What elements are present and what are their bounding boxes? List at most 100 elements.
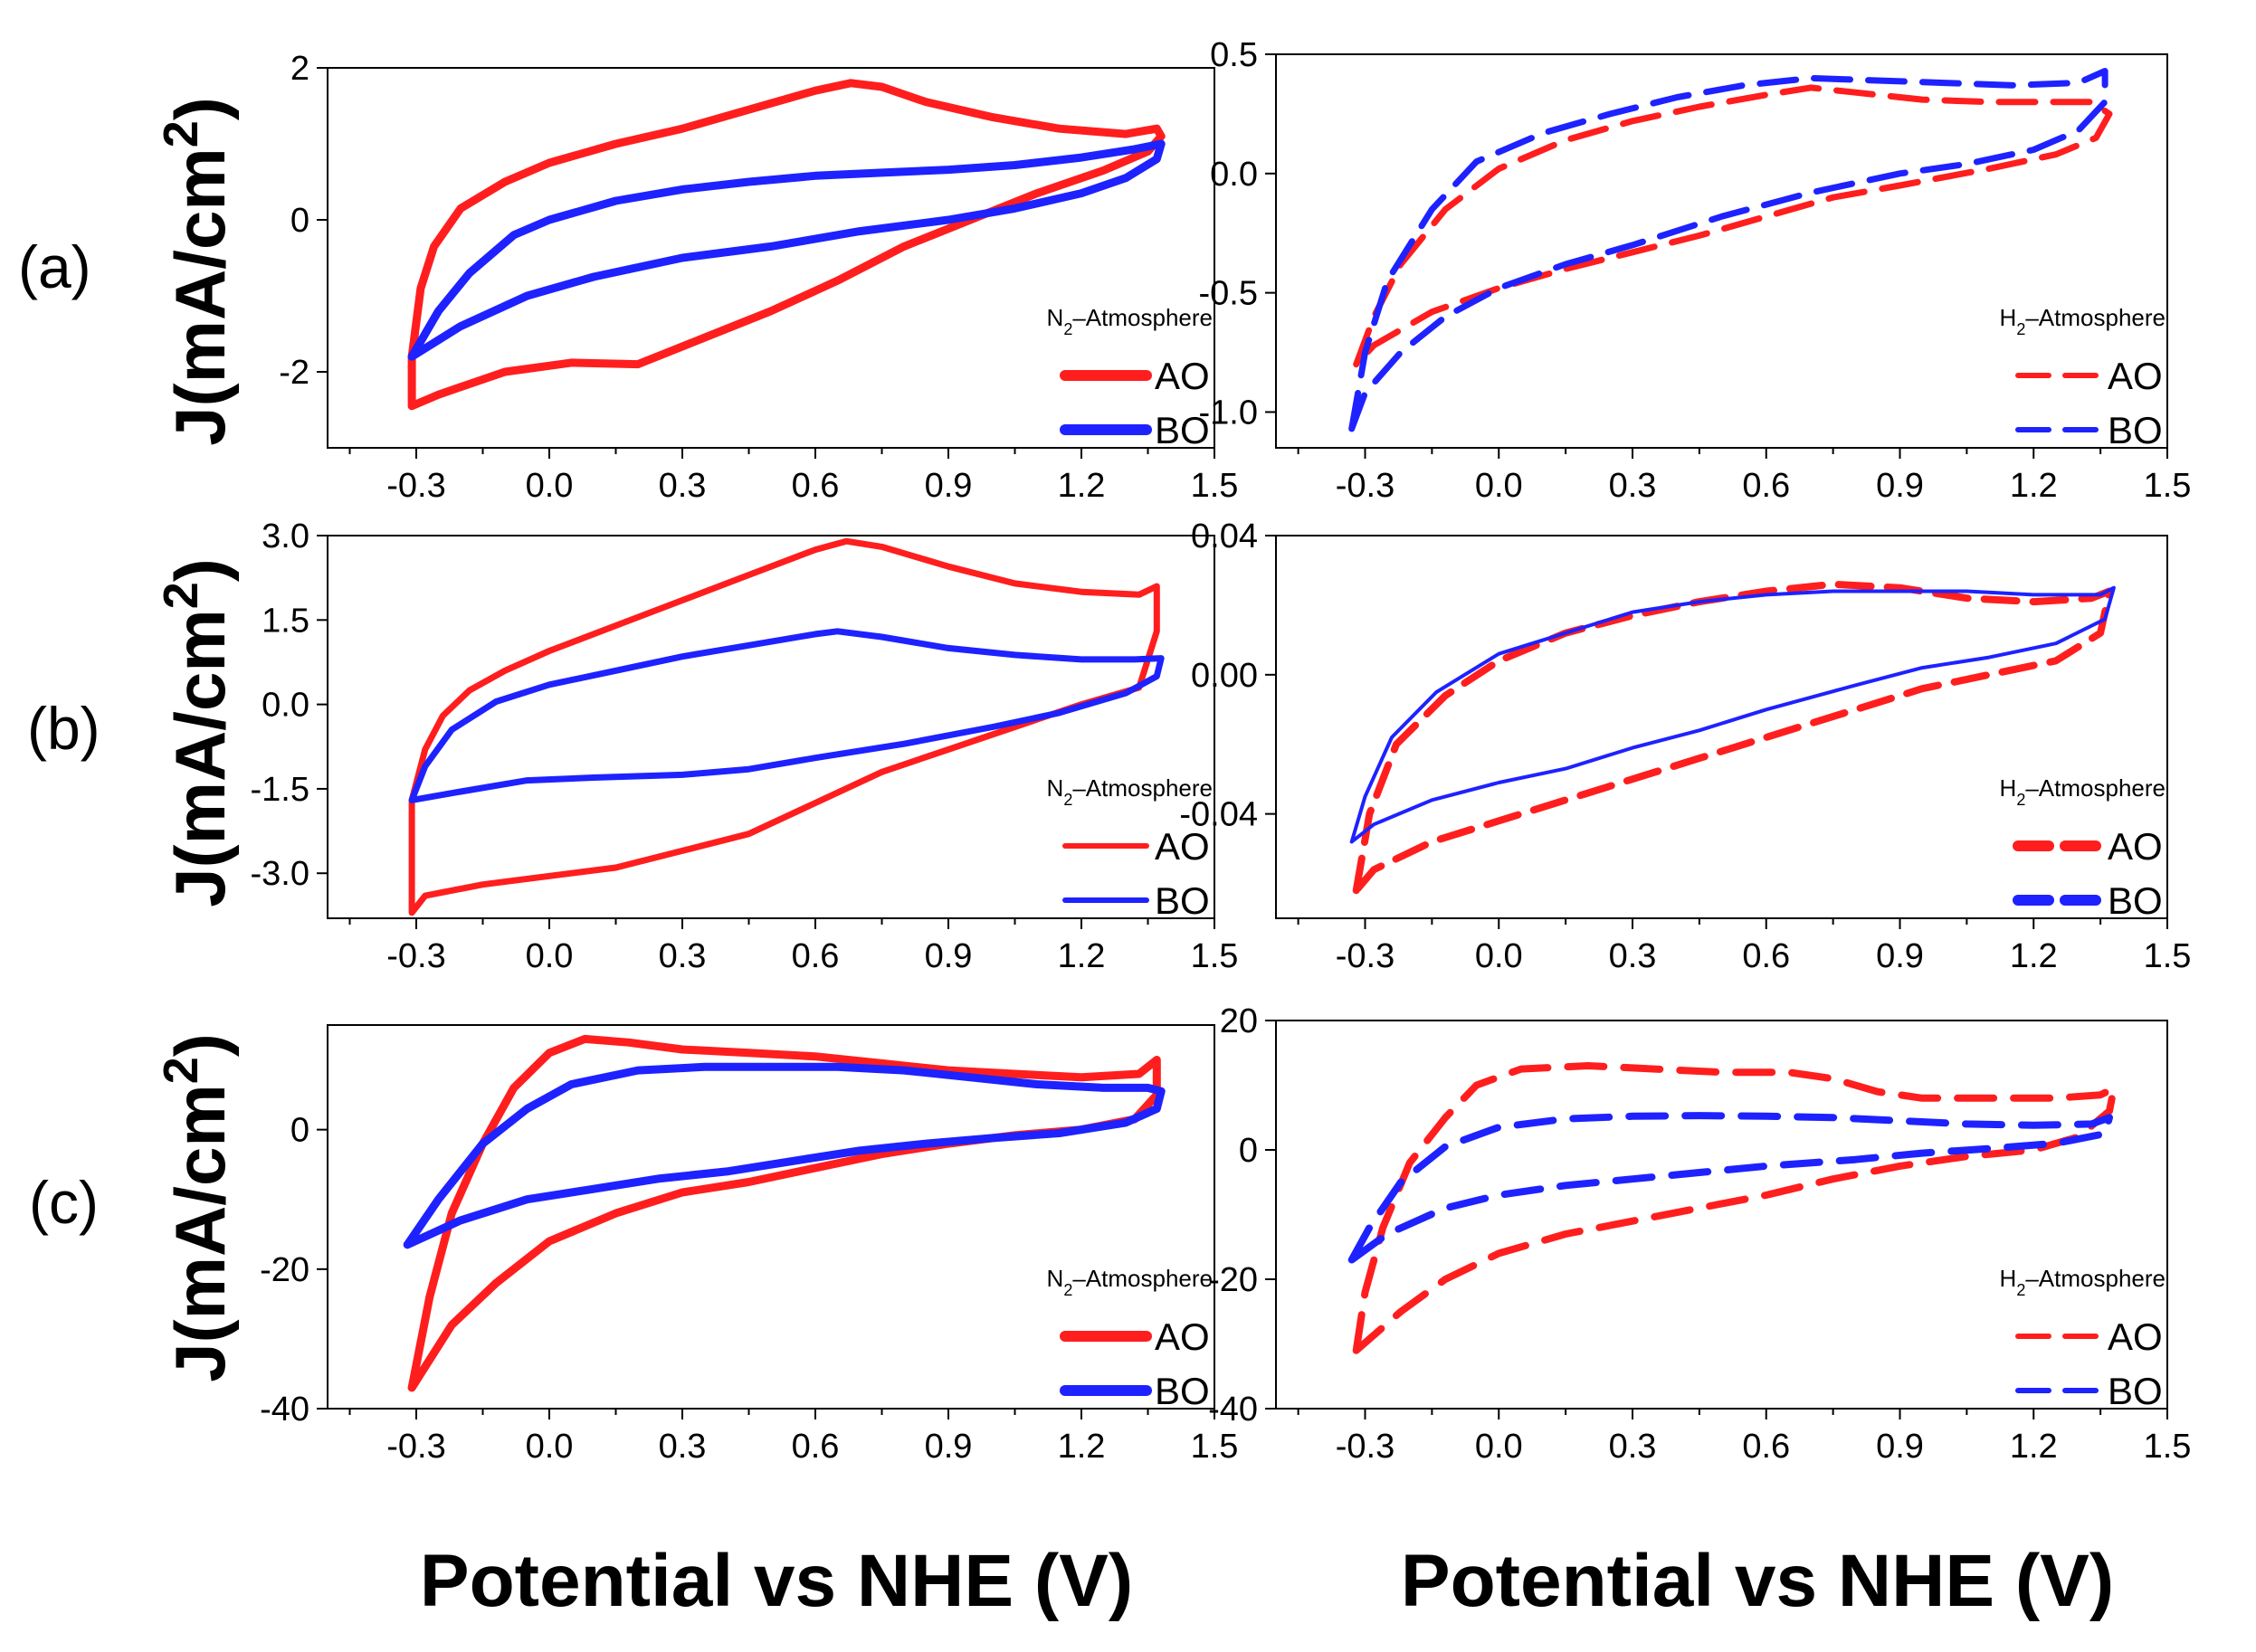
y-tick-label: -40: [1208, 1391, 1258, 1429]
legend-title-rest: –Atmosphere: [2025, 1265, 2166, 1292]
series-bo-curve: [408, 628, 1165, 803]
y-tick-label: -20: [260, 1251, 309, 1289]
x-tick-label: 0.6: [792, 937, 840, 975]
series-ao-curve: [408, 537, 1160, 916]
panel-c-left: -0.3 0.0 0.3 0.6 0.9 1.2 1.5 0 -20 -40 N2–Atmosphe…: [260, 1024, 1239, 1466]
legend-title-main: H: [2000, 1265, 2017, 1292]
legend: H2–Atmosphere AO BO: [2000, 304, 2166, 451]
legend-label-ao: AO: [1155, 1315, 1210, 1358]
legend-label-ao: AO: [2108, 825, 2163, 868]
x-tick-label: 1.2: [2010, 937, 2058, 975]
x-tick-label: 0.0: [1475, 937, 1523, 975]
legend-title-main: N: [1047, 304, 1064, 331]
legend-label-bo: BO: [1155, 879, 1210, 922]
legend-label-ao: AO: [2108, 355, 2163, 397]
x-tick-label: 0.3: [1609, 467, 1657, 505]
row-label-b: (b): [27, 695, 100, 762]
legend-label-bo: BO: [1155, 409, 1210, 451]
y-tick-label: -20: [1208, 1261, 1258, 1299]
y-tick-label: 0.04: [1191, 517, 1258, 555]
x-tick-label: 0.3: [659, 937, 707, 975]
plot-frame: [1275, 535, 2168, 919]
panel-c-right: -0.3 0.0 0.3 0.6 0.9 1.2 1.5 20 0 -20 -40 H2–Atmosp…: [1208, 1002, 2191, 1466]
series-ao-curve: [1353, 84, 2113, 368]
y-axis-label-a: J(mA/cm2): [154, 97, 240, 445]
x-tick-label: 1.5: [1191, 467, 1239, 505]
series-bo-curve: [403, 1062, 1166, 1249]
x-tick-label: 1.2: [2010, 1428, 2058, 1466]
ylabel-close: ): [160, 1033, 240, 1057]
y-tick-label: 0.0: [1210, 156, 1258, 194]
x-tick-label: 0.3: [1609, 937, 1657, 975]
y-tick-label: 0: [1239, 1132, 1258, 1170]
legend-title-sub: 2: [1063, 320, 1072, 338]
legend-label-ao: AO: [1155, 825, 1210, 868]
x-tick-label: 1.5: [2144, 937, 2192, 975]
x-axis-label-left: Potential vs NHE (V): [420, 1540, 1133, 1622]
x-tick-label: 0.6: [792, 1428, 840, 1466]
legend-label-bo: BO: [1155, 1370, 1210, 1412]
legend-title-sub: 2: [1063, 1281, 1072, 1299]
ylabel-sup: 2: [154, 582, 208, 609]
x-tick-label: -0.3: [386, 1428, 445, 1466]
x-axis-label-right: Potential vs NHE (V): [1401, 1540, 2114, 1622]
panel-a-left: -0.3 0.0 0.3 0.6 0.9 1.2 1.520-2N2–AtmosphereA…: [279, 50, 1238, 505]
plot-frame: [327, 535, 1215, 919]
series-bo-curve: [1348, 68, 2108, 432]
x-tick-label: 0.3: [659, 467, 707, 505]
legend-title: N2–Atmosphere: [1047, 774, 1213, 809]
legend-title-main: N: [1047, 1265, 1064, 1292]
series-bo-curve: [1349, 585, 2116, 844]
legend-label-ao: AO: [1155, 355, 1210, 397]
series-ao-curve: [407, 79, 1166, 411]
y-tick-label: 0.5: [1210, 36, 1258, 74]
y-axis-label-b: J(mA/cm2): [154, 558, 240, 907]
legend-title-rest: –Atmosphere: [1072, 1265, 1213, 1292]
plot-frame: [327, 67, 1215, 449]
ylabel-close: ): [160, 97, 240, 120]
x-tick-label: 0.9: [925, 1428, 973, 1466]
series-ao-curve: [407, 1034, 1161, 1392]
x-tick-label: 0.0: [526, 467, 574, 505]
row-label-a: (a): [18, 233, 91, 300]
x-tick-label: 0.6: [1742, 937, 1790, 975]
x-tick-label: 0.6: [1742, 1428, 1790, 1466]
legend-title-sub: 2: [2016, 791, 2025, 809]
series-ao-curve: [1352, 1062, 2118, 1354]
x-tick-label: 1.2: [1058, 467, 1106, 505]
legend-title-sub: 2: [2016, 1281, 2025, 1299]
y-tick-label: -3.0: [251, 855, 309, 893]
x-tick-label: -0.3: [386, 937, 445, 975]
x-tick-label: 1.5: [1191, 1428, 1239, 1466]
y-tick-label: -1.5: [251, 771, 309, 809]
legend: N2–Atmosphere AO BO: [1047, 304, 1213, 451]
panel-b-right: -0.3 0.0 0.3 0.6 0.9 1.2 1.5 0.04 0.00 -0.04 H2–At…: [1179, 517, 2191, 975]
panels-group: -0.3 0.0 0.3 0.6 0.9 1.2 1.520-2N2–AtmosphereA…: [251, 36, 2192, 1466]
x-tick-label: 1.2: [1058, 937, 1106, 975]
panel-b-left: -0.3 0.0 0.3 0.6 0.9 1.2 1.5 3.0 1.5 0.0 -1.5 -3.0 N…: [251, 517, 1239, 975]
x-tick-label: 0.0: [526, 937, 574, 975]
legend: H2–Atmosphere AO BO: [2000, 1265, 2166, 1412]
x-tick-label: 1.2: [1058, 1428, 1106, 1466]
x-tick-label: 0.6: [1742, 467, 1790, 505]
x-tick-label: 0.0: [526, 1428, 574, 1466]
series-bo-curve: [1347, 1112, 2113, 1264]
legend-title-main: H: [2000, 774, 2017, 802]
legend-title: H2–Atmosphere: [2000, 304, 2166, 338]
x-tick-label: 0.9: [1876, 467, 1924, 505]
x-tick-label: -0.3: [1336, 937, 1395, 975]
panel-a-right: -0.3 0.0 0.3 0.6 0.9 1.2 1.5 0.5 0.0 -0.5 -1.0 H2–A…: [1199, 36, 2192, 505]
legend-title: N2–Atmosphere: [1047, 1265, 1213, 1299]
x-tick-label: -0.3: [386, 467, 445, 505]
y-tick-label: 3.0: [262, 517, 309, 555]
x-tick-label: 1.5: [2144, 467, 2192, 505]
legend-title-rest: –Atmosphere: [2025, 304, 2166, 331]
y-tick-label: -0.5: [1199, 275, 1258, 313]
x-tick-label: 0.9: [1876, 937, 1924, 975]
x-tick-label: 0.0: [1475, 467, 1523, 505]
x-tick-label: 0.3: [1609, 1428, 1657, 1466]
ylabel-text: J(mA/cm: [160, 147, 240, 445]
series-bo-curve: [407, 139, 1166, 361]
legend-title: H2–Atmosphere: [2000, 1265, 2166, 1299]
